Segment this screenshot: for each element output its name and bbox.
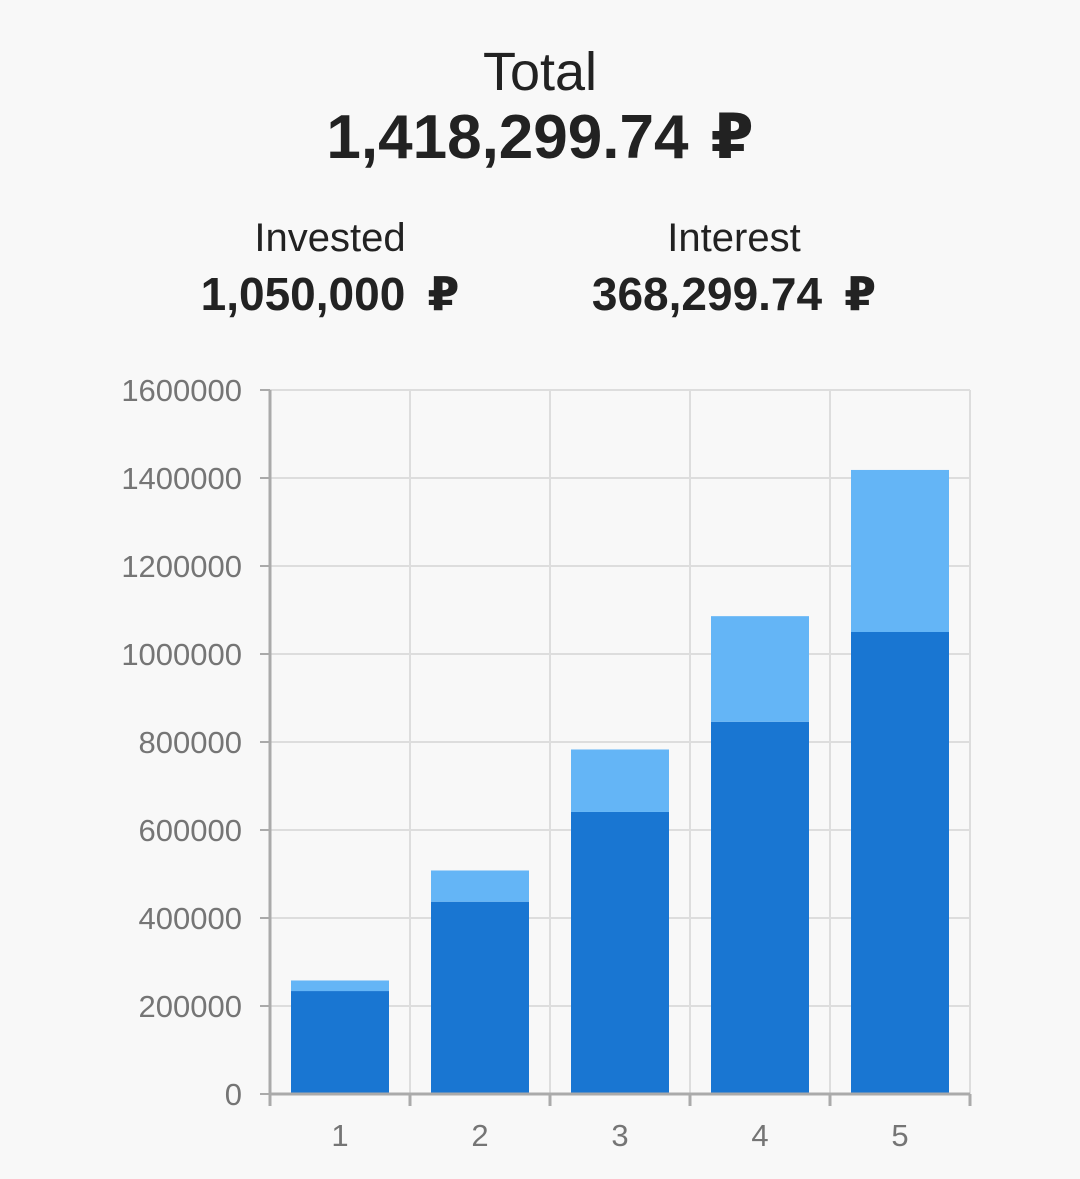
bar-interest (851, 469, 949, 632)
x-tick-label: 4 (751, 1118, 768, 1153)
currency-symbol: ₽ (710, 103, 754, 172)
bar-invested (711, 721, 809, 1094)
x-tick-label: 3 (611, 1118, 628, 1153)
interest-value: 368,299.74 ₽ (534, 266, 934, 322)
currency-symbol: ₽ (427, 268, 460, 320)
total-amount: 1,418,299.74 (326, 103, 689, 172)
total-value: 1,418,299.74 ₽ (0, 102, 1080, 174)
bar-invested (291, 991, 389, 1094)
bar-interest (711, 616, 809, 722)
y-tick-label: 1200000 (121, 549, 242, 584)
bar-invested (851, 632, 949, 1094)
y-tick-label: 0 (225, 1077, 242, 1112)
y-tick-label: 1000000 (121, 637, 242, 672)
y-tick-label: 800000 (139, 725, 242, 760)
invested-value: 1,050,000 ₽ (130, 266, 530, 322)
total-label: Total (482, 42, 598, 102)
y-tick-label: 200000 (139, 989, 242, 1024)
invested-label: Invested (254, 216, 406, 260)
y-tick-label: 1400000 (121, 461, 242, 496)
y-tick-label: 1600000 (121, 373, 242, 408)
invested-amount: 1,050,000 (200, 268, 406, 320)
bar-invested (431, 901, 529, 1094)
bar-interest (431, 870, 529, 902)
currency-symbol: ₽ (844, 268, 877, 320)
bar-interest (291, 980, 389, 992)
y-tick-label: 600000 (139, 813, 242, 848)
bar-interest (571, 749, 669, 812)
interest-label: Interest (667, 216, 801, 260)
x-tick-label: 2 (471, 1118, 488, 1153)
x-tick-label: 5 (891, 1118, 908, 1153)
interest-amount: 368,299.74 (591, 268, 823, 320)
x-tick-label: 1 (331, 1118, 348, 1153)
bar-invested (571, 811, 669, 1094)
y-tick-label: 400000 (139, 901, 242, 936)
